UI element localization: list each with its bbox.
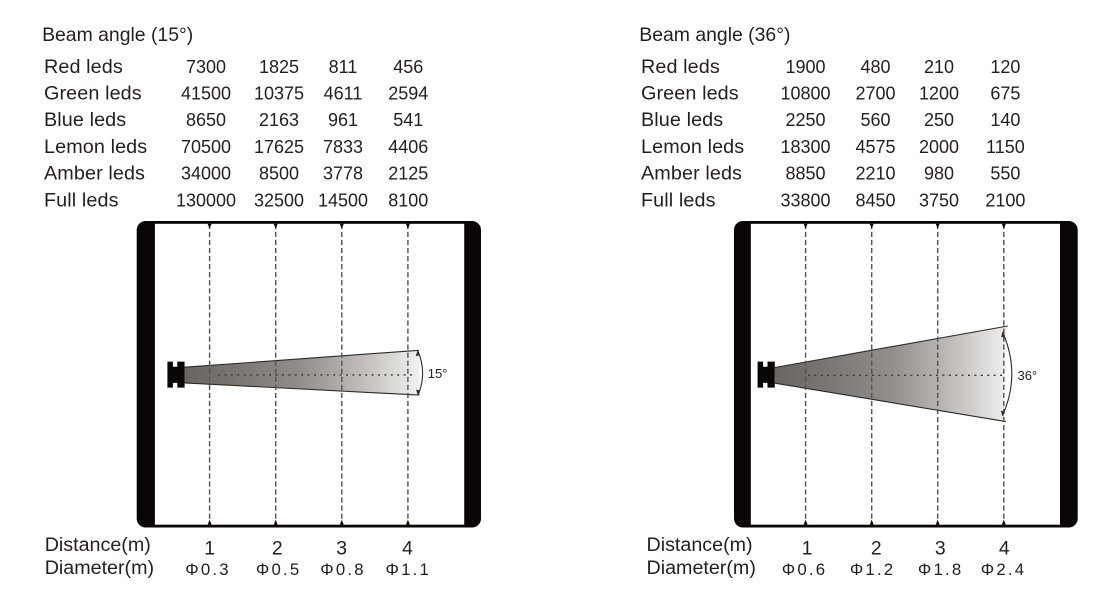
svg-text:140: 140	[990, 110, 1020, 130]
svg-text:Blue leds: Blue leds	[44, 109, 126, 131]
svg-text:Distance(m): Distance(m)	[647, 534, 753, 556]
svg-text:Lemon leds: Lemon leds	[44, 136, 147, 158]
svg-text:Φ0.5: Φ0.5	[256, 560, 302, 579]
svg-text:Φ1.8: Φ1.8	[918, 560, 964, 579]
svg-text:Diameter(m): Diameter(m)	[647, 557, 756, 579]
svg-text:Blue leds: Blue leds	[641, 109, 723, 131]
svg-text:541: 541	[393, 110, 423, 130]
svg-text:15°: 15°	[428, 366, 448, 381]
svg-text:Beam angle (15°): Beam angle (15°)	[42, 24, 193, 46]
svg-text:8850: 8850	[785, 164, 825, 184]
svg-text:8500: 8500	[259, 164, 299, 184]
svg-text:130000: 130000	[176, 190, 236, 210]
svg-text:8100: 8100	[388, 190, 428, 210]
svg-text:1825: 1825	[259, 57, 299, 77]
svg-text:4: 4	[402, 538, 413, 560]
svg-text:2700: 2700	[855, 84, 895, 104]
svg-text:Φ1.1: Φ1.1	[386, 560, 432, 579]
svg-text:36°: 36°	[1018, 368, 1038, 383]
svg-text:250: 250	[924, 110, 954, 130]
svg-text:1900: 1900	[785, 57, 825, 77]
svg-text:2163: 2163	[259, 110, 299, 130]
svg-text:456: 456	[393, 57, 423, 77]
svg-text:Φ0.3: Φ0.3	[185, 560, 231, 579]
svg-text:120: 120	[990, 57, 1020, 77]
svg-text:Diameter(m): Diameter(m)	[45, 557, 154, 579]
svg-text:2: 2	[272, 538, 283, 560]
svg-text:8650: 8650	[186, 110, 226, 130]
svg-text:Φ0.6: Φ0.6	[782, 560, 828, 579]
svg-text:961: 961	[328, 110, 358, 130]
svg-text:Green leds: Green leds	[44, 83, 142, 105]
svg-text:2125: 2125	[388, 164, 428, 184]
svg-text:Full leds: Full leds	[641, 189, 716, 211]
svg-text:10375: 10375	[254, 84, 304, 104]
svg-text:17625: 17625	[254, 137, 304, 157]
svg-text:2000: 2000	[919, 137, 959, 157]
svg-text:Φ1.2: Φ1.2	[850, 560, 896, 579]
svg-text:480: 480	[860, 57, 890, 77]
svg-text:18300: 18300	[780, 137, 830, 157]
svg-text:2210: 2210	[855, 164, 895, 184]
svg-text:41500: 41500	[181, 84, 231, 104]
svg-text:Lemon leds: Lemon leds	[641, 136, 744, 158]
svg-text:Distance(m): Distance(m)	[45, 534, 151, 556]
svg-text:Φ0.8: Φ0.8	[320, 560, 366, 579]
svg-text:811: 811	[329, 57, 358, 77]
svg-text:550: 550	[990, 164, 1020, 184]
svg-text:34000: 34000	[181, 164, 231, 184]
svg-text:32500: 32500	[254, 190, 304, 210]
svg-text:3778: 3778	[323, 164, 363, 184]
svg-text:Φ2.4: Φ2.4	[981, 560, 1027, 579]
svg-text:33800: 33800	[780, 190, 830, 210]
svg-text:1150: 1150	[986, 137, 1025, 157]
svg-text:10800: 10800	[780, 84, 830, 104]
svg-text:1200: 1200	[919, 84, 959, 104]
svg-text:3: 3	[336, 538, 347, 560]
svg-text:14500: 14500	[318, 190, 368, 210]
svg-text:Green leds: Green leds	[641, 83, 739, 105]
svg-text:210: 210	[924, 57, 954, 77]
svg-text:7833: 7833	[323, 137, 363, 157]
svg-text:70500: 70500	[181, 137, 231, 157]
svg-text:2100: 2100	[985, 190, 1025, 210]
svg-text:4611: 4611	[324, 84, 363, 104]
svg-text:Red leds: Red leds	[641, 56, 720, 78]
svg-text:3750: 3750	[919, 190, 959, 210]
svg-text:4575: 4575	[855, 137, 895, 157]
svg-text:8450: 8450	[855, 190, 895, 210]
svg-text:Amber leds: Amber leds	[641, 163, 742, 185]
svg-text:2594: 2594	[388, 84, 428, 104]
svg-text:2: 2	[871, 538, 882, 560]
svg-text:980: 980	[924, 164, 954, 184]
svg-text:675: 675	[990, 84, 1020, 104]
svg-text:Beam angle (36°): Beam angle (36°)	[639, 24, 790, 46]
svg-text:560: 560	[860, 110, 890, 130]
svg-text:4406: 4406	[388, 137, 428, 157]
svg-text:1: 1	[204, 537, 215, 559]
svg-text:4: 4	[999, 538, 1010, 560]
svg-text:1: 1	[802, 537, 813, 559]
svg-text:7300: 7300	[186, 57, 226, 77]
svg-text:Amber leds: Amber leds	[44, 163, 145, 185]
svg-text:Red leds: Red leds	[44, 56, 123, 78]
svg-text:Full leds: Full leds	[44, 189, 119, 211]
svg-text:3: 3	[935, 538, 946, 560]
svg-text:2250: 2250	[785, 110, 825, 130]
